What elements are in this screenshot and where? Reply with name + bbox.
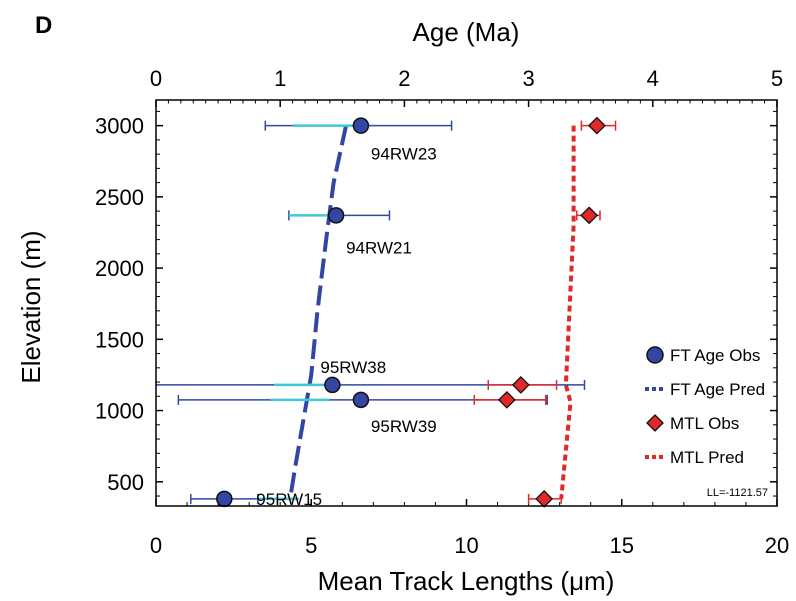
axis-ticks-group: 0 1 2 3 4 5 0 5 10 15 20 500 1000 1500 2000 2500 3000 [95,66,789,558]
legend-circle-symbol [646,346,664,364]
bottom-tick-label: 5 [305,533,317,558]
bottom-tick-label: 20 [765,533,789,558]
sample-labels-group: 94RW23 94RW21 95RW38 95RW39 95RW15 [256,145,436,509]
sample-label: 95RW39 [371,417,437,436]
mtl-obs-point [580,206,599,225]
top-tick-label: 4 [647,66,659,91]
y-tick-label: 1500 [95,327,144,352]
ft-age-obs-point [324,376,341,394]
mtl-pred-line [559,125,576,500]
legend: FT Age Obs FT Age Pred MTL Obs MTL Pred [645,346,765,467]
top-tick-label: 0 [150,66,162,91]
top-tick-label: 2 [398,66,410,91]
plot-frame [155,99,778,507]
legend-label: MTL Obs [670,414,739,433]
log-likelihood-annotation: LL=-1121.57 [707,487,768,499]
y-tick-label: 2000 [95,256,144,281]
top-tick-label: 3 [522,66,534,91]
bottom-tick-label: 10 [454,533,478,558]
ft-age-obs-point [327,207,345,224]
markers-group [216,116,606,508]
y-tick-label: 3000 [95,114,144,139]
top-tick-label: 1 [274,66,286,91]
mtl-obs-point [497,390,516,409]
ft-age-obs-point [352,391,370,409]
legend-label: MTL Pred [670,448,744,467]
sample-label: 94RW21 [346,238,412,257]
y-axis-title: Elevation (m) [16,230,46,383]
panel-label: D [35,12,52,39]
legend-label: FT Age Pred [670,380,765,399]
legend-label: FT Age Obs [670,346,760,365]
mtl-obs-point [511,375,530,394]
top-axis-title: Age (Ma) [413,17,520,47]
bottom-tick-label: 0 [150,533,162,558]
sample-label: 95RW15 [256,490,322,509]
y-tick-label: 1000 [95,399,144,424]
error-bars-group [156,120,617,504]
ft-age-obs-point [216,490,233,508]
y-tick-label: 2500 [95,185,144,210]
ft-age-pred-line [288,125,348,500]
top-tick-label: 5 [771,66,783,91]
bottom-axis-title: Mean Track Lengths (μm) [318,566,615,596]
ft-age-obs-point [352,117,370,134]
sample-label: 95RW38 [320,358,386,377]
bottom-tick-label: 15 [610,533,634,558]
mtl-obs-point [535,489,554,508]
sample-label: 94RW23 [371,145,437,164]
prediction-lines-group [288,125,576,500]
mtl-obs-point [587,116,606,135]
y-tick-label: 500 [107,470,144,495]
legend-diamond-symbol [646,414,664,432]
